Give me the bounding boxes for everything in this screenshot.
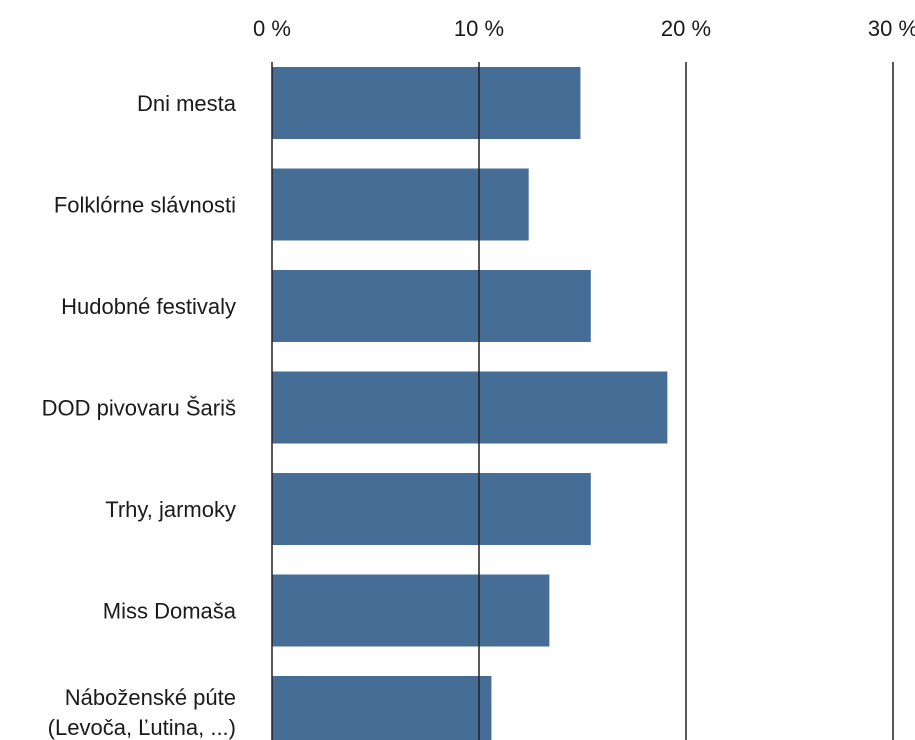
bar	[272, 270, 591, 342]
category-label: Folklórne slávnosti	[54, 193, 236, 218]
x-tick-label: 0 %	[253, 16, 291, 41]
y-axis-categories: Dni mesta Folklórne slávnosti Hudobné fest…	[42, 91, 237, 740]
bar	[272, 371, 668, 444]
x-axis-ticks: 0 % 10 % 20 % 30 %	[253, 16, 915, 41]
bar	[272, 676, 492, 740]
x-tick-label: 20 %	[661, 16, 711, 41]
category-label: Trhy, jarmoky	[105, 497, 236, 522]
category-label: Hudobné festivaly	[61, 294, 236, 319]
x-tick-label: 30 %	[868, 16, 915, 41]
bar	[272, 574, 550, 647]
bar	[272, 473, 591, 545]
category-label: (Levoča, Ľutina, ...)	[48, 715, 236, 740]
x-tick-label: 10 %	[454, 16, 504, 41]
gridlines-group	[271, 62, 894, 740]
bar	[272, 67, 581, 139]
category-label: Miss Domaša	[103, 599, 237, 624]
bar	[272, 168, 529, 241]
bars-group	[272, 67, 668, 740]
category-label: DOD pivovaru Šariš	[42, 396, 236, 421]
category-label: Dni mesta	[137, 91, 237, 116]
category-label: Náboženské púte	[65, 685, 236, 710]
